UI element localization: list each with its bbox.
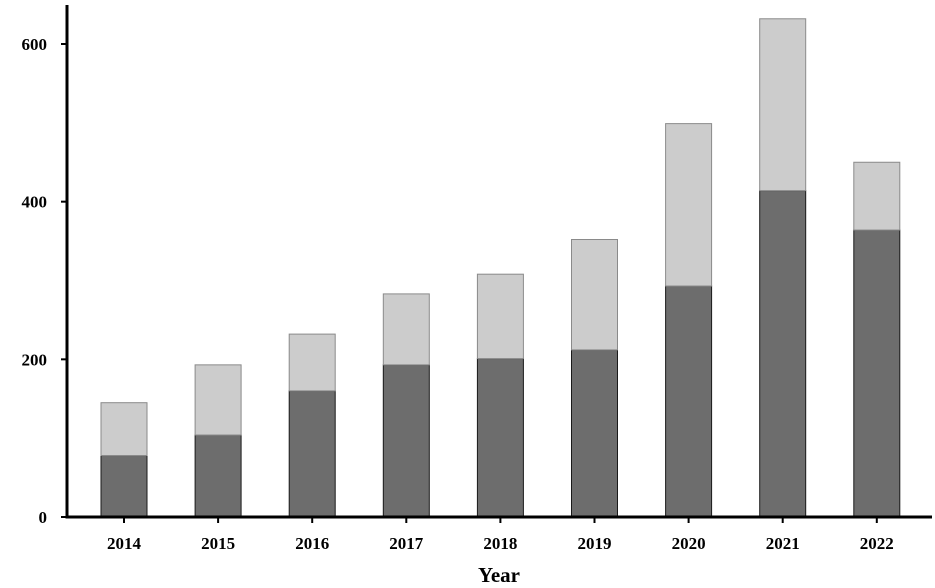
- x-tick-label: 2015: [201, 534, 235, 553]
- bar-segment-series-1: [476, 358, 524, 518]
- x-tick-label: 2022: [860, 534, 894, 553]
- x-tick-label: 2020: [672, 534, 706, 553]
- x-tick-label: 2017: [389, 534, 424, 553]
- x-tick-label: 2014: [107, 534, 142, 553]
- x-tick-label: 2019: [578, 534, 612, 553]
- bar-segment-series-2: [665, 123, 713, 287]
- bar-segment-series-1: [288, 390, 336, 518]
- x-tick-label: 2021: [766, 534, 800, 553]
- bar-group: [100, 18, 901, 518]
- y-tick-label: 400: [22, 193, 48, 212]
- y-axis-ticks: 0 200 400 600: [22, 35, 67, 527]
- bar-segment-series-2: [288, 333, 336, 392]
- x-tick-label: 2016: [295, 534, 329, 553]
- bar-segment-series-2: [853, 161, 901, 231]
- bar-segment-series-2: [476, 273, 524, 360]
- bar-segment-series-1: [382, 364, 430, 518]
- bar-segment-series-1: [759, 190, 807, 518]
- x-tick-label: 2018: [483, 534, 517, 553]
- bar-segment-series-2: [759, 18, 807, 192]
- y-tick-label: 0: [39, 508, 48, 527]
- bar-segment-series-1: [100, 455, 148, 518]
- y-tick-label: 200: [22, 350, 48, 369]
- bar-segment-series-2: [194, 364, 242, 436]
- bar-segment-series-2: [382, 293, 430, 366]
- bar-segment-series-1: [853, 229, 901, 518]
- x-axis-ticks: 2014 2015 2016 2017 2018 2019 2020 2021 2022: [107, 517, 894, 553]
- bar-segment-series-2: [571, 239, 618, 351]
- bar-segment-series-1: [194, 434, 242, 518]
- x-axis-title: Year: [478, 563, 520, 587]
- bar-segment-series-2: [100, 402, 148, 457]
- bar-segment-series-1: [571, 349, 618, 518]
- bar-segment-series-1: [665, 285, 713, 518]
- y-tick-label: 600: [22, 35, 48, 54]
